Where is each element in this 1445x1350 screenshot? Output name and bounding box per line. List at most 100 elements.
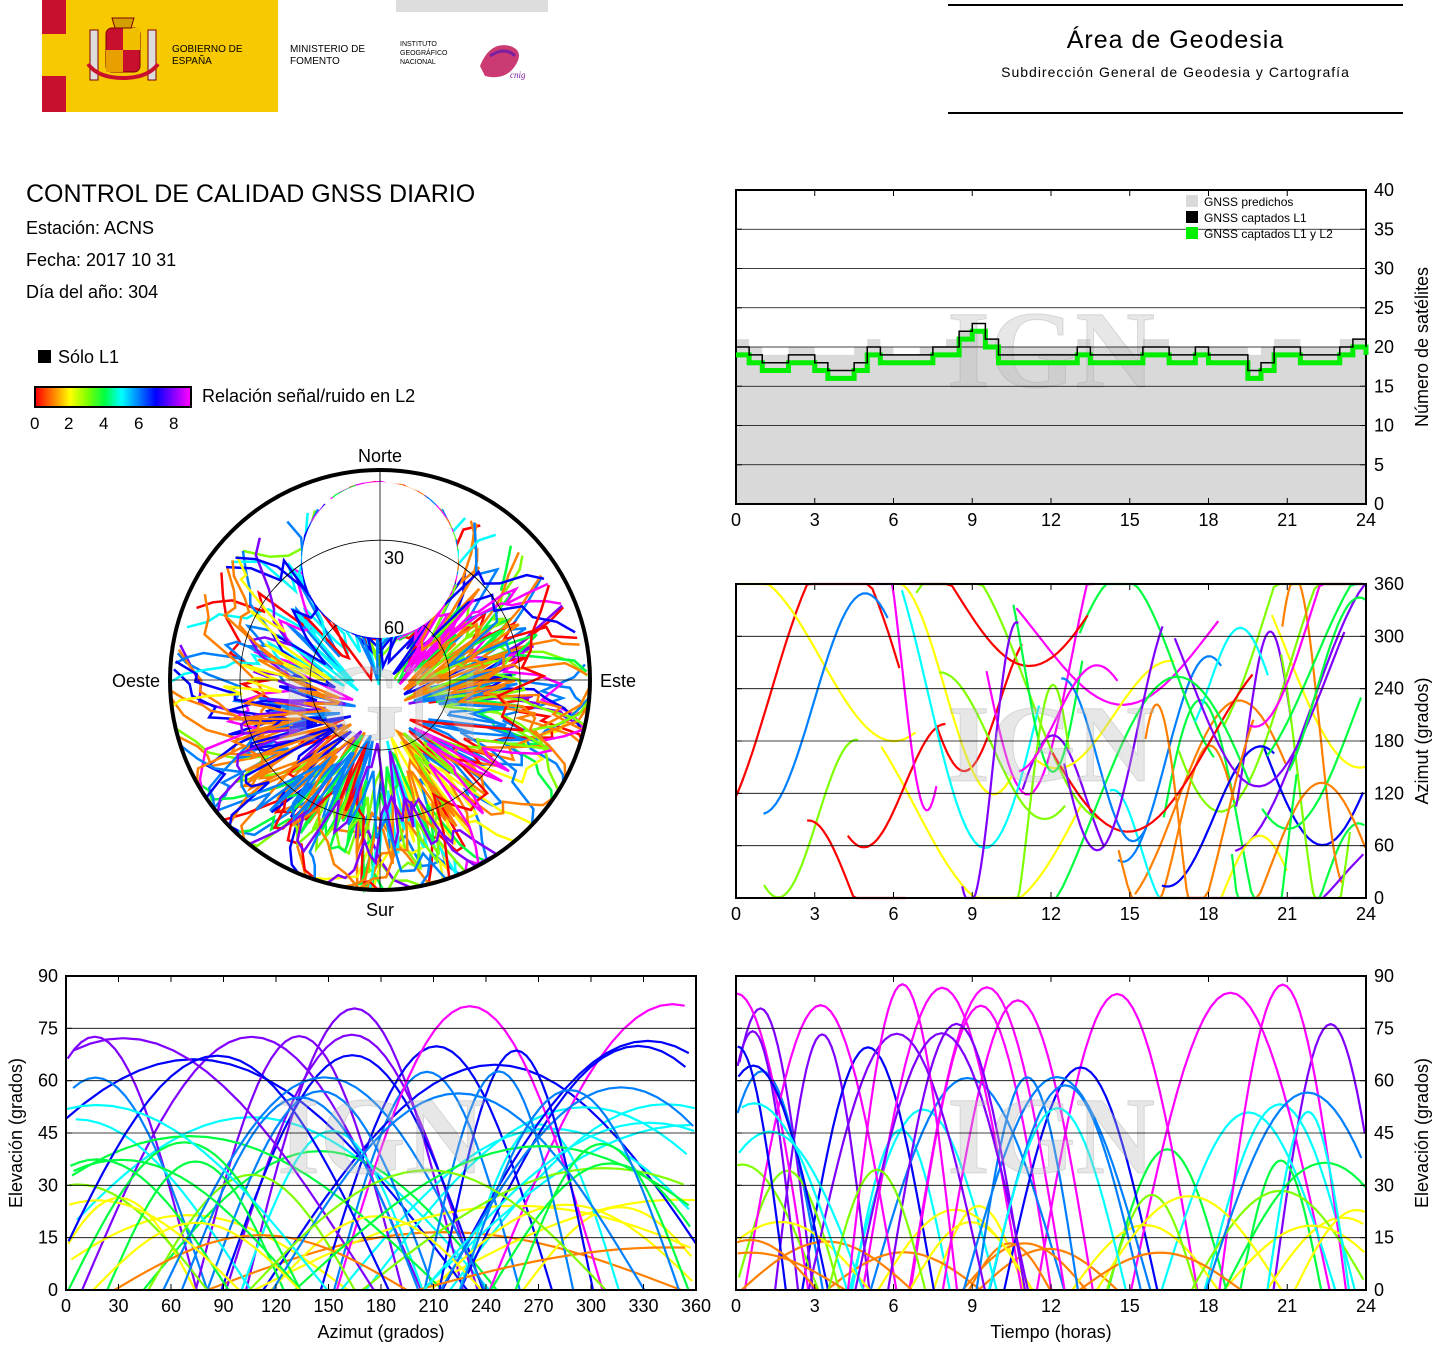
azimuth-track [1266, 582, 1363, 757]
report-title: CONTROL DE CALIDAD GNSS DIARIO [26, 180, 476, 208]
elevation-track [737, 1064, 830, 1291]
ign-watermark: IGN [947, 683, 1155, 805]
x-tick-label: 330 [628, 1296, 658, 1316]
elevation-track [220, 1054, 485, 1291]
y-tick-label: 5 [1374, 455, 1384, 475]
x-tick-label: 24 [1356, 510, 1376, 530]
y-tick-label: 180 [1374, 731, 1404, 751]
x-tick-label: 120 [261, 1296, 291, 1316]
elevation-track [365, 1106, 688, 1291]
logo-background [42, 0, 278, 112]
ring-label: 60 [384, 618, 404, 638]
satellite-count-chart: IGN 0 5 10 15 20 25 30 35 40 0 3 6 9 12 15 18 21 24 GNSS pr… [731, 180, 1432, 530]
azimuth-track [939, 671, 1066, 821]
azimuth-track [935, 643, 1023, 773]
elevation-track [439, 1086, 694, 1291]
x-tick-label: 15 [1120, 510, 1140, 530]
x-tick-label: 18 [1198, 1296, 1218, 1316]
elevation-track [743, 1004, 898, 1291]
x-tick-label: 3 [810, 510, 820, 530]
l1-series [736, 322, 1367, 372]
elevation-track [737, 1045, 787, 1291]
x-tick-label: 18 [1198, 510, 1218, 530]
x-tick-label: 30 [108, 1296, 128, 1316]
colorbar-tick: 6 [134, 414, 144, 433]
x-tick-label: 210 [418, 1296, 448, 1316]
x-axis-label: Tiempo (horas) [990, 1322, 1111, 1342]
y-tick-label: 35 [1374, 219, 1394, 239]
x-axis-label: Azimut (grados) [317, 1322, 444, 1342]
elevation-track [1071, 1223, 1220, 1291]
elevation-track [740, 1240, 913, 1291]
x-tick-label: 12 [1041, 1296, 1061, 1316]
elevation-track [92, 1221, 301, 1291]
x-tick-label: 240 [471, 1296, 501, 1316]
elevation-track [147, 1173, 356, 1291]
legend-swatch [1186, 211, 1198, 223]
elevation-track [417, 1246, 686, 1292]
elevation-track [869, 1076, 1066, 1291]
y-tick-label: 0 [1374, 1280, 1384, 1300]
elevation-track [194, 1034, 404, 1291]
azimuth-track [1061, 677, 1148, 843]
elevation-track [801, 1046, 935, 1291]
x-tick-label: 0 [61, 1296, 71, 1316]
y-tick-label: 60 [1374, 1071, 1394, 1091]
elevation-track [1003, 1066, 1159, 1291]
satellite-track [204, 503, 336, 810]
satellite-track [406, 520, 588, 691]
legend-entry: GNSS captados L1 [1204, 211, 1307, 225]
elevation-track [975, 1076, 1079, 1291]
ign-watermark: IGN [277, 1075, 485, 1197]
legend-entry: GNSS predichos [1204, 195, 1293, 209]
azimuth-track [1261, 744, 1365, 847]
elevation-azimuth-tracks [65, 1002, 697, 1292]
azimuth-track [1234, 583, 1366, 852]
colorbar-tick: 0 [30, 414, 40, 433]
west-label: Oeste [112, 671, 160, 691]
elevation-track [66, 1103, 329, 1291]
elevation-track [113, 1234, 408, 1291]
x-tick-label: 9 [967, 904, 977, 924]
predicted-area [736, 331, 1366, 504]
azimuth-track [895, 582, 1013, 796]
azimuth-track [1078, 582, 1215, 758]
elevation-track [1095, 1195, 1283, 1291]
snr-colorbar [34, 386, 192, 408]
elevation-track [1266, 1110, 1351, 1291]
y-tick-label: 45 [38, 1123, 58, 1143]
azimuth-track [1018, 664, 1119, 773]
satellite-track [403, 551, 585, 732]
elevation-track [827, 1168, 927, 1291]
elevation-azimuth-chart: IGN 0 15 30 45 60 75 90 0 30 60 90 120 150 180 210 240 27… [6, 966, 711, 1342]
x-tick-label: 0 [731, 1296, 741, 1316]
y-tick-label: 360 [1374, 574, 1404, 594]
x-tick-label: 0 [731, 510, 741, 530]
east-label: Este [600, 671, 636, 691]
x-tick-label: 9 [967, 1296, 977, 1316]
satellite-track [179, 734, 476, 881]
satellite-track [210, 751, 356, 884]
y-axis-label: Elevación (grados) [1412, 1058, 1432, 1208]
x-tick-label: 21 [1277, 904, 1297, 924]
y-tick-label: 60 [38, 1071, 58, 1091]
elevation-track [1035, 992, 1199, 1291]
x-tick-label: 15 [1120, 1296, 1140, 1316]
azimuth-track [1161, 745, 1275, 888]
elevation-track [1107, 1148, 1228, 1291]
elevation-track [459, 1044, 687, 1291]
flag-icon [42, 0, 66, 112]
elevation-track [1078, 1251, 1242, 1291]
x-tick-label: 21 [1277, 1296, 1297, 1316]
elevation-track [294, 1144, 690, 1291]
elevation-track [70, 1158, 230, 1291]
elevation-track [66, 1035, 198, 1291]
elevation-ring-30 [274, 539, 486, 588]
satellite-track [447, 574, 582, 744]
y-axis-label: Elevación (grados) [6, 1058, 26, 1208]
azimuth-track [763, 592, 889, 815]
gobierno-label: GOBIERNO DE ESPAÑA [172, 44, 243, 67]
elevation-track [459, 1088, 680, 1291]
ring-label: 30 [384, 548, 404, 568]
y-tick-label: 0 [1374, 888, 1384, 908]
